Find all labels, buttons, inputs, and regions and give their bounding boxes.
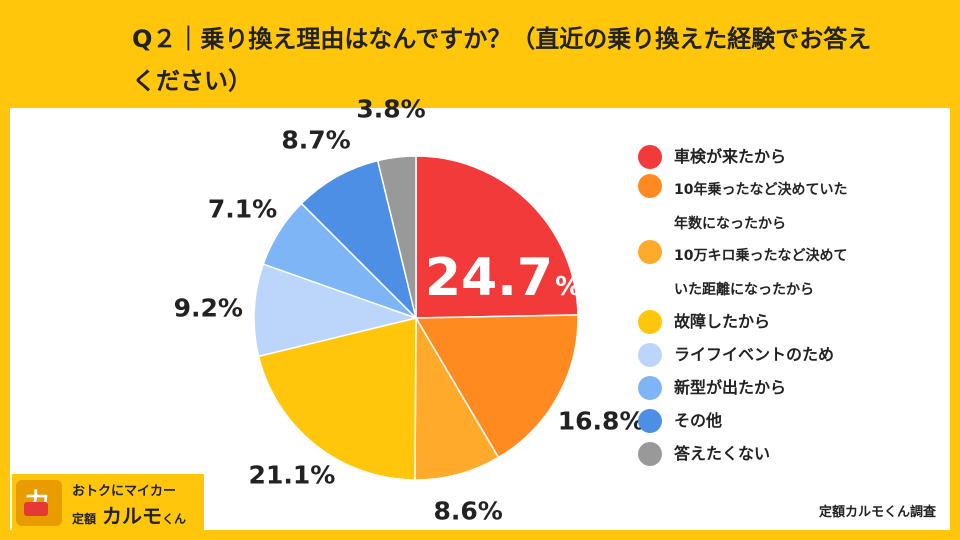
pie-slice — [300, 159, 418, 321]
slice-label: 9.2% — [173, 293, 243, 323]
car-icon — [24, 502, 48, 516]
slice-label: 21.1% — [248, 460, 336, 490]
slice-label: 16.8% — [557, 406, 645, 436]
legend-item-no-answer: 答えたくない — [638, 441, 938, 467]
legend-item-shaken: 車検が来たから — [638, 144, 938, 170]
pie-slice — [414, 314, 579, 459]
legend-label: 10年乗ったなど決めていた 年数になったから — [674, 182, 848, 232]
slice-label: 8.6% — [433, 496, 503, 526]
legend-label: その他 — [674, 411, 723, 430]
legend-label: ライフイベントのため — [674, 345, 835, 364]
pie-chart — [253, 155, 579, 481]
logo-prefix: 定額 — [72, 512, 97, 526]
logo-suffix: くん — [162, 512, 187, 526]
legend-label: 故障したから — [674, 312, 771, 331]
source-note: 定額カルモくん調査 — [818, 505, 936, 520]
pie-slice — [257, 317, 417, 481]
brand-logo: 力 おトクにマイカー 定額カルモくん — [12, 474, 204, 530]
legend-label: 10万キロ乗ったなど決めて いた距離になったから — [674, 248, 848, 298]
legend-item-life-event: ライフイベントのため — [638, 342, 938, 368]
legend-swatch — [638, 240, 662, 264]
legend-item-new-model: 新型が出たから — [638, 375, 938, 401]
slice-label: 3.8% — [356, 94, 426, 124]
chart-title: Q２｜乗り換え理由はなんですか？（直近の乗り換えた経験でお答えください） — [132, 25, 872, 95]
legend-swatch — [638, 174, 662, 198]
pie-slice — [253, 263, 419, 358]
chart-panel: 24.7% 16.8% 8.6% 21.1% 9.2% 7.1% 8.7% 3.8% 車検が来… — [10, 95, 950, 530]
legend: 車検が来たから 10年乗ったなど決めていた 年数になったから 10万キロ乗ったな… — [638, 144, 938, 474]
legend-swatch — [638, 442, 662, 466]
logo-tagline: おトクにマイカー — [72, 484, 177, 499]
pie-slice — [414, 315, 500, 481]
legend-swatch — [638, 343, 662, 367]
logo-name: 定額 カルモくん — [72, 500, 192, 529]
legend-label: 答えたくない — [674, 444, 771, 463]
logo-mark: 力 — [16, 480, 62, 526]
slice-label: 7.1% — [207, 194, 278, 224]
legend-item-distance: 10万キロ乗ったなど決めて いた距離になったから — [638, 239, 938, 307]
slice-label: 8.7% — [281, 125, 351, 155]
slice-unit: % — [555, 272, 582, 302]
legend-swatch — [638, 409, 662, 433]
legend-label: 車検が来たから — [674, 147, 787, 166]
legend-swatch — [638, 145, 662, 169]
pie-slice — [376, 155, 417, 319]
pie-slice — [415, 155, 579, 319]
slice-label-large: 24.7% — [425, 248, 581, 308]
legend-swatch — [638, 310, 662, 334]
slice-value: 24.7 — [424, 248, 554, 308]
legend-item-breakdown: 故障したから — [638, 309, 938, 335]
legend-item-other: その他 — [638, 408, 938, 434]
legend-label: 新型が出たから — [674, 378, 787, 397]
logo-brand: カルモ — [102, 504, 163, 528]
legend-swatch — [638, 376, 662, 400]
legend-item-years: 10年乗ったなど決めていた 年数になったから — [638, 173, 938, 241]
